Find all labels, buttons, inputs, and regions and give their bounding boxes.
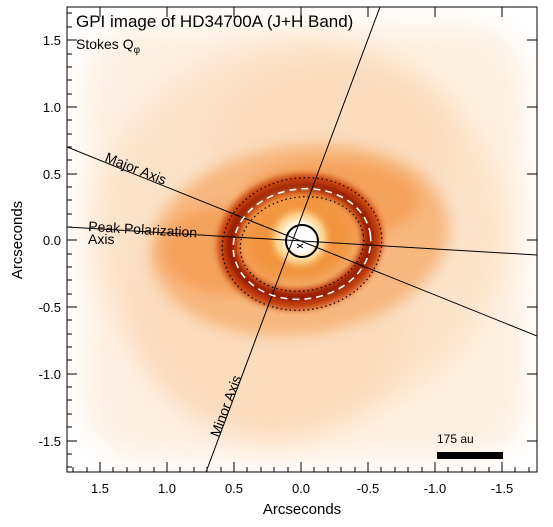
y-tick-label: -0.5 <box>39 300 61 315</box>
x-tick-label: -1.5 <box>491 481 513 496</box>
x-tick-label: 1.5 <box>91 481 109 496</box>
y-tick-label: 1.0 <box>43 100 61 115</box>
minor-tick-marks <box>67 12 530 472</box>
star-marker-2 <box>296 243 304 249</box>
y-tick-labels: 1.5 1.0 0.5 0.0 -0.5 -1.0 -1.5 <box>39 33 61 449</box>
outer-dotted-ellipse <box>221 177 383 311</box>
x-tick-label: 0.0 <box>292 481 310 496</box>
y-tick-label: -1.5 <box>39 434 61 449</box>
x-tick-label: 1.0 <box>158 481 176 496</box>
y-tick-label: 0.5 <box>43 167 61 182</box>
x-tick-labels: 1.5 1.0 0.5 0.0 -0.5 -1.0 -1.5 <box>91 481 513 496</box>
scalebar-label: 175 au <box>437 432 474 446</box>
coronagraph-mask-circle <box>285 224 319 258</box>
x-tick-label: -0.5 <box>357 481 379 496</box>
peak-polarization-label-line1: Peak Polarization <box>88 218 198 240</box>
stokes-label: Stokes Qφ <box>76 36 141 56</box>
y-axis-title: Arcseconds <box>9 201 26 279</box>
y-tick-label: 0.0 <box>43 233 61 248</box>
scalebar <box>437 452 503 459</box>
peak-polarization-label-line2: Axis <box>88 231 114 247</box>
peak-polarization-axis-line <box>67 226 537 256</box>
figure-title: GPI image of HD34700A (J+H Band) <box>76 12 353 31</box>
y-tick-label: 1.5 <box>43 33 61 48</box>
tick-marks <box>67 7 537 472</box>
minor-axis-line <box>205 7 381 472</box>
white-dashed-ellipse <box>232 187 372 301</box>
disk-image <box>85 25 525 460</box>
x-tick-label: -1.0 <box>424 481 446 496</box>
y-tick-label: -1.0 <box>39 367 61 382</box>
x-tick-label: 0.5 <box>225 481 243 496</box>
x-axis-title: Arcseconds <box>263 501 341 518</box>
